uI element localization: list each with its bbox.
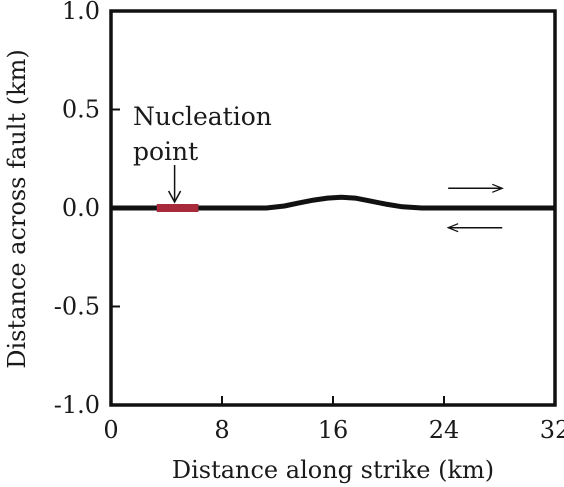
y-axis-label: Distance across fault (km) (3, 49, 31, 368)
x-tick-label: 0 (103, 416, 118, 444)
chart-marks (111, 165, 555, 228)
y-tick-label: -0.5 (54, 293, 100, 321)
fault-trace-line (111, 194, 555, 211)
nucleation-arrowhead (167, 190, 182, 204)
y-tick-label: 1.0 (62, 0, 100, 25)
nucleation-label-line1: Nucleation (133, 102, 272, 131)
plot-frame (109, 9, 557, 407)
x-tick-label: 16 (318, 416, 349, 444)
x-tick-label: 8 (214, 416, 229, 444)
axis-ticks: 0 8 16 24 32 1.0 0.5 0.0 -0.5 -1.0 (54, 0, 564, 444)
x-axis-label: Distance along strike (km) (172, 456, 494, 484)
nucleation-label-line2: point (133, 137, 198, 166)
y-tick-label: 0.0 (62, 194, 100, 222)
y-tick-label: 0.5 (62, 96, 100, 124)
x-tick-label: 32 (540, 416, 564, 444)
y-tick-label: -1.0 (54, 391, 100, 419)
x-tick-label: 24 (429, 416, 460, 444)
